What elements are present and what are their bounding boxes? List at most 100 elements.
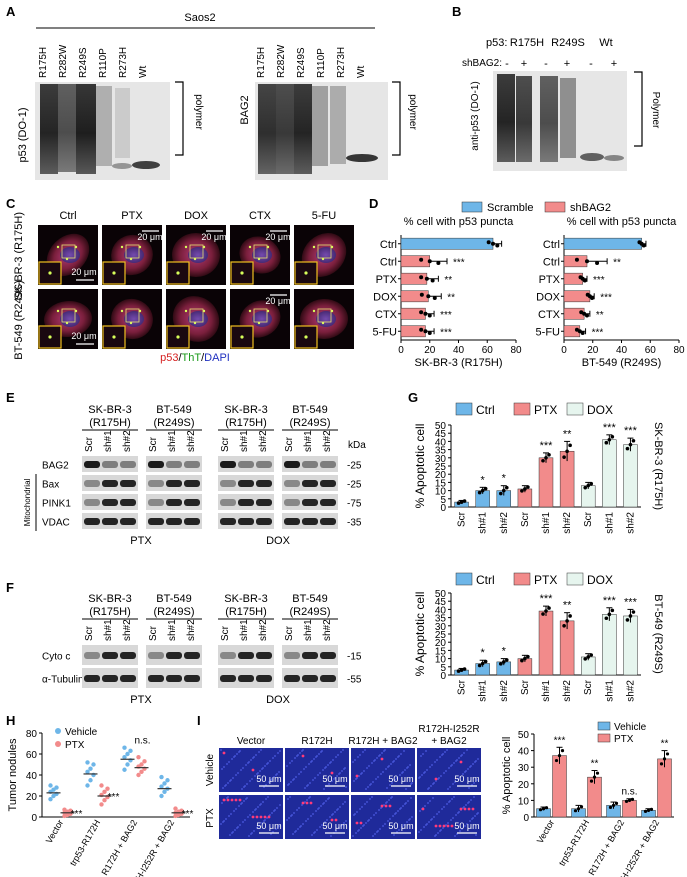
d-point [585, 259, 589, 264]
if-image: 20 μm [102, 225, 163, 285]
if-image-grid: 20 μm 20 μm 20 μm 20 μm 20 μm 20 μm [38, 225, 354, 349]
if-scale-label: 20 μm [265, 232, 290, 242]
g-point [568, 614, 572, 618]
blot-lane-label: Scr [220, 436, 231, 452]
h-legend-dot-ptx [55, 741, 61, 747]
d-point [427, 313, 432, 318]
blot-band [256, 518, 272, 525]
h-point [142, 759, 147, 764]
blot-band [184, 518, 200, 525]
g-point [604, 616, 609, 621]
blot-a-lane-label: R282W [276, 44, 287, 78]
blot-band [302, 480, 318, 487]
g-point [631, 438, 636, 443]
h-point [54, 785, 59, 790]
d-tick-label: 80 [673, 345, 685, 356]
blot-band [284, 461, 300, 468]
g-point [541, 612, 545, 616]
h-ylabel: Tumor nodules [7, 738, 19, 811]
blot-group-label: (R249S) [154, 606, 195, 618]
i-tick-label: 0 [523, 813, 529, 824]
g-tick-label: 35 [435, 614, 447, 625]
blot-b-sign: - [544, 58, 548, 70]
h-point [125, 762, 130, 767]
g-point [547, 453, 551, 457]
i-category-label: trp53-R172H [557, 818, 591, 868]
i-point [624, 799, 629, 803]
blot-band [238, 480, 254, 487]
blot-band [320, 461, 336, 468]
panel-letter-e: E [6, 390, 15, 405]
blot-group-label: (R249S) [290, 417, 331, 429]
blot-lane-label: sh#2 [322, 430, 333, 452]
g-tick-label: 20 [435, 470, 447, 481]
h-category-label: Vector [44, 818, 65, 845]
g-point [483, 486, 488, 491]
g-tick-label: 50 [435, 589, 447, 600]
panel-g: Ctrl PTX DOX Ctrl PTX DOX 05101520253035… [413, 402, 664, 702]
g-category-label: Scr [583, 511, 594, 527]
blot-band [302, 518, 318, 525]
blot-treatment-label: PTX [130, 694, 152, 706]
blot-a-right-polymer-label: polymer [407, 94, 418, 130]
blot-band [184, 480, 200, 487]
g-point [477, 663, 482, 668]
h-point [159, 784, 164, 789]
blot-b-sign: - [589, 58, 593, 70]
blot-lane-label: sh#2 [122, 430, 133, 452]
g-point [544, 609, 548, 613]
g-tick-label: 45 [435, 429, 447, 440]
blot-group-label: SK-BR-3 [88, 404, 131, 416]
chart-i: 0 10 20 30 40 50 % Apoptotic cell *** Vector ** tr… [501, 730, 674, 877]
h-point [99, 783, 104, 788]
h-sig-label: *** [71, 809, 83, 820]
g-point [498, 662, 503, 666]
blot-b-signs: - + - + - + [505, 58, 617, 70]
d-point [641, 243, 646, 248]
g-point [544, 456, 548, 460]
blot-band [256, 480, 272, 487]
g-legend-swatch-dox [566, 402, 584, 416]
d-point [574, 257, 579, 262]
if-scale-label: 20 μm [201, 232, 226, 242]
d-sig-label: *** [600, 292, 612, 303]
g-point [498, 491, 503, 496]
g-legend-swatch-ptx [513, 402, 531, 416]
g-bar [538, 610, 554, 676]
blot-protein-label: α-Tubulin [42, 675, 84, 686]
panel-letter-b: B [452, 4, 461, 19]
blot-marker-label: -25 [347, 461, 362, 472]
d-tick-label: 60 [482, 345, 494, 356]
if-scale-label: 20 μm [71, 267, 96, 277]
blot-b-group-label: R175H [510, 37, 544, 49]
blot-a-right-lane-labels: R175H R282W R249S R110P R273H Wt [256, 44, 367, 78]
blot-protein-label: Cyto c [42, 652, 70, 663]
if-column-label: 5-FU [312, 210, 337, 222]
d-point [486, 240, 491, 245]
i-scale-label: 50 μm [322, 774, 347, 784]
h-point [136, 772, 141, 778]
blot-band [320, 499, 336, 506]
blot-band [238, 499, 254, 506]
h-point [122, 754, 127, 760]
blot-b-sign: + [611, 58, 617, 70]
if-scale-label: 20 μm [265, 296, 290, 306]
d-category-label: CTX [375, 309, 398, 321]
blot-lane-label: sh#1 [239, 619, 250, 641]
h-point [99, 802, 104, 807]
g-tick-label: 25 [435, 630, 447, 641]
g-point [526, 654, 530, 659]
blot-band [256, 652, 272, 659]
blot-band [184, 652, 200, 659]
i-bar [622, 800, 637, 818]
blot-band [166, 652, 182, 659]
blot-lane-label: sh#2 [258, 430, 269, 452]
g-point [565, 449, 569, 454]
d-legend-label-shbag2: shBAG2 [570, 202, 611, 214]
blot-band [284, 652, 300, 659]
i-image: 50 μm [219, 795, 283, 839]
g-point [628, 614, 633, 618]
g-category-label: Scr [520, 679, 531, 695]
